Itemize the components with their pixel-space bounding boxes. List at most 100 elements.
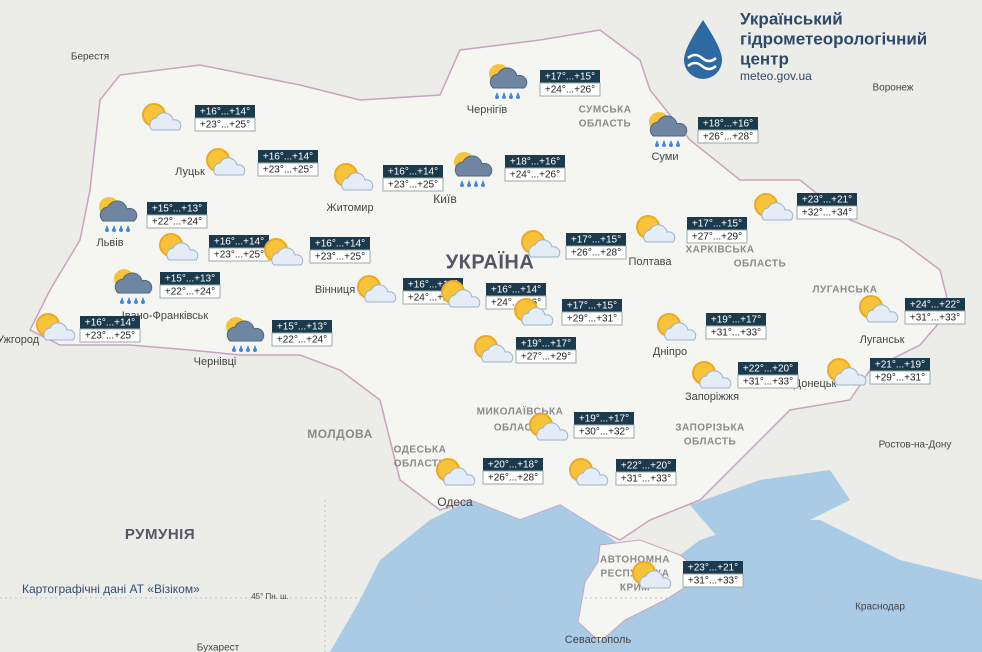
place-label: Краснодар [855, 602, 905, 613]
night-temp-box [483, 458, 543, 471]
day-temp-box [271, 332, 333, 347]
forecast: +16°...+14° +23°...+25° [36, 313, 141, 343]
logo-waves [687, 53, 717, 71]
night-temp-box [566, 233, 626, 246]
forecast: +19°...+17° +30°...+32° [529, 412, 635, 441]
day-temp: +23°...+25° [214, 250, 264, 261]
rain-drop [253, 345, 257, 352]
night-temp-box [683, 561, 743, 574]
rain-drop [127, 297, 131, 304]
day-temp-box [146, 214, 208, 229]
cloud [834, 367, 867, 386]
night-temp-box [698, 117, 758, 130]
day-temp-box [697, 129, 759, 144]
night-temp-box [209, 235, 269, 248]
night-temp-box [687, 217, 747, 230]
rain-drop [246, 345, 250, 352]
place-label: УКРАЇНА [446, 250, 535, 273]
forecast: +19°...+17° +27°...+29° [474, 335, 577, 364]
place-label: ОДЕСЬКА [394, 445, 447, 456]
place-label: Севастополь [565, 634, 632, 646]
day-temp: +30°...+32° [579, 427, 629, 438]
place-label: МОЛДОВА [307, 427, 373, 441]
cloud [528, 239, 561, 258]
forecast: +17°...+15° +29°...+31° [514, 298, 623, 326]
place-label: ОБЛАСТЬ [734, 259, 786, 270]
org-url: meteo.gov.ua [740, 69, 812, 83]
day-temp: +24°...+26° [510, 170, 560, 181]
night-temp: +15°...+13° [277, 322, 327, 333]
night-temp: +23°...+21° [802, 195, 852, 206]
day-temp: +23°...+25° [200, 120, 250, 131]
day-temp-box [79, 328, 141, 343]
place-label: Київ [433, 192, 456, 206]
forecast: +23°...+21° +32°...+34° [754, 193, 858, 221]
night-temp: +17°...+15° [545, 72, 595, 83]
day-temp: +29°...+31° [875, 373, 925, 384]
night-temp: +19°...+17° [579, 414, 629, 425]
forecast: +17°...+15° +24°...+26° [489, 64, 601, 99]
forecast: +21°...+19° +29°...+31° [827, 358, 931, 386]
place-label: Суми [651, 151, 678, 163]
azov-sea [690, 470, 850, 540]
forecast: +18°...+16° +26°...+28° [649, 112, 759, 147]
place-label: Полтава [628, 256, 672, 268]
forecast: +15°...+13° +22°...+24° [99, 197, 208, 232]
day-temp-box [904, 310, 966, 325]
rain-drop [239, 345, 243, 352]
place-label: Дніпро [653, 346, 687, 358]
cloud [639, 570, 672, 589]
forecast: +17°...+15° +26°...+28° [521, 230, 627, 260]
forecast: +22°...+20° +31°...+33° [569, 458, 677, 486]
place-label: Берестя [71, 52, 109, 63]
forecast: +16°...+14° +23°...+25° [142, 103, 256, 132]
forecast: +16°...+14° +23°...+25° [334, 163, 444, 192]
night-temp: +21°...+19° [875, 360, 925, 371]
day-temp-box [257, 162, 319, 177]
place-label: АВТОНОМНА [600, 555, 670, 566]
day-temp-box [869, 370, 931, 385]
rain-drop [105, 225, 109, 232]
place-label: Луганськ [860, 334, 905, 346]
forecast: +15°...+13° +22°...+24° [226, 317, 333, 352]
day-temp-box [682, 573, 744, 588]
night-temp: +19°...+17° [711, 315, 761, 326]
day-temp-box [539, 82, 601, 97]
day-temp: +32°...+34° [802, 208, 852, 219]
night-temp-box [905, 298, 965, 311]
day-temp-box [382, 177, 444, 192]
rain-drop [112, 225, 116, 232]
rain-drop [662, 140, 666, 147]
place-label: ОБЛАСТЬ [494, 423, 546, 434]
cloud [43, 322, 76, 341]
place-label: 45° Пн. ш. [251, 592, 289, 601]
day-temp: +31°...+33° [621, 474, 671, 485]
rain-drop [509, 92, 513, 99]
place-label: Одеса [437, 495, 473, 509]
day-temp-box [504, 167, 566, 182]
cloud [448, 289, 481, 308]
night-temp: +15°...+13° [165, 274, 215, 285]
day-temp-box [561, 311, 623, 326]
night-temp-box [160, 272, 220, 285]
night-temp: +17°...+15° [567, 301, 617, 312]
night-temp-box [147, 202, 207, 215]
rain-drop [467, 180, 471, 187]
cloud [149, 112, 182, 131]
rain-drop [460, 180, 464, 187]
credit: Картографічні дані АТ «Візіком» [22, 582, 200, 596]
rain-drop [516, 92, 520, 99]
org-name: Український [740, 9, 843, 28]
cloud [443, 467, 476, 486]
forecast: +16°...+14° +23°...+25° [159, 233, 270, 262]
night-temp: +16°...+14° [491, 285, 541, 296]
rain-drop [126, 225, 130, 232]
cloud [866, 304, 899, 323]
night-temp-box [80, 316, 140, 329]
night-temp: +15°...+13° [152, 204, 202, 215]
forecast: +20°...+18° +26°...+28° [436, 458, 544, 486]
rain-drop [502, 92, 506, 99]
rain-cloud [99, 200, 138, 222]
rain-drop [119, 225, 123, 232]
night-temp-box [505, 155, 565, 168]
